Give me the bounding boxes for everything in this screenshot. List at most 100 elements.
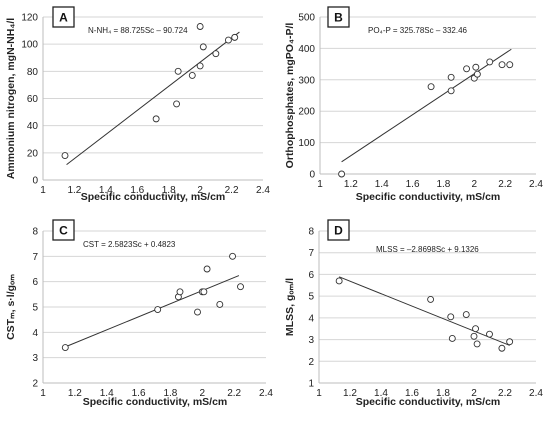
panel-d: 1 2 3 4 5 6 7 8 1 1.2 1.4 1.6 1.8 2 2.2 2.4 MLSS = –2.86… <box>284 219 543 408</box>
y-tick-label: 7 <box>308 248 314 259</box>
y-tick-label: 80 <box>27 67 39 78</box>
data-point <box>498 344 506 352</box>
y-tick-label: 120 <box>21 13 38 24</box>
x-tick-label: 1.2 <box>343 388 357 399</box>
y-tick-label: 6 <box>32 277 38 288</box>
y-tick-label: 1 <box>308 379 314 390</box>
data-point <box>448 335 456 342</box>
y-tick-label: 0 <box>32 176 38 187</box>
panel-a: 0 20 40 60 80 100 120 1 1.2 1.4 1.6 1.8 2 2.2 2.4 N-NH₄… <box>5 6 270 203</box>
data-point <box>473 340 481 348</box>
data-point <box>196 62 204 70</box>
trendline <box>338 276 510 346</box>
x-axis-label: Specific conductivity, mS/cm <box>356 396 501 408</box>
x-tick-label: 1.6 <box>130 185 144 196</box>
data-point <box>200 288 208 296</box>
x-tick-label: 1.2 <box>68 388 82 399</box>
data-point <box>447 87 455 95</box>
x-tick-label: 1.6 <box>132 388 146 399</box>
data-point <box>462 311 470 319</box>
x-tick-label: 2.4 <box>256 185 270 196</box>
data-point <box>224 36 232 44</box>
x-tick-label: 1.2 <box>344 179 358 190</box>
x-tick-label: 2.2 <box>227 388 241 399</box>
data-point <box>427 295 435 303</box>
data-point <box>486 330 493 338</box>
x-axis-label: Specific conductivity, mS/cm <box>356 191 501 203</box>
data-point <box>472 325 479 333</box>
y-axis-label: CSTₘ, s·l/gₒₘ <box>5 274 17 340</box>
x-tick-label: 2 <box>197 185 203 196</box>
data-point <box>486 58 494 66</box>
x-tick-label: 2 <box>200 388 206 399</box>
x-tick-label: 1.2 <box>67 185 81 196</box>
y-tick-label: 2 <box>308 357 314 368</box>
trendline <box>66 31 240 166</box>
panel-label: C <box>59 224 68 238</box>
x-tick-label: 1.4 <box>100 388 114 399</box>
x-tick-label: 2.2 <box>498 179 512 190</box>
panel-b: 0 100 200 300 400 500 1 1.2 1.4 1.6 1.8 2 2.2 2.4 PO₄-… <box>284 6 543 203</box>
data-point <box>473 70 481 78</box>
x-tick-label: 2.4 <box>529 388 543 399</box>
y-tick-label: 6 <box>308 270 314 281</box>
y-axis-label: Orthophosphates, mgPO₄-P/l <box>284 23 296 169</box>
data-point <box>506 338 514 346</box>
x-tick-label: 2.4 <box>529 179 543 190</box>
data-point <box>335 277 343 285</box>
trendline <box>65 275 240 348</box>
y-tick-label: 4 <box>308 313 314 324</box>
x-tick-label: 1 <box>40 185 46 196</box>
x-tick-label: 1.4 <box>375 179 389 190</box>
data-point <box>463 65 471 73</box>
data-point <box>152 115 160 123</box>
y-tick-label: 8 <box>32 227 38 238</box>
y-tick-label: 4 <box>32 328 38 339</box>
data-point <box>427 83 435 91</box>
panel-badge <box>52 6 75 28</box>
data-point <box>231 33 239 41</box>
data-point <box>194 308 201 316</box>
x-tick-label: 1 <box>40 388 46 399</box>
y-tick-label: 0 <box>309 170 315 181</box>
y-tick-label: 2 <box>32 379 38 390</box>
data-point <box>196 23 204 30</box>
y-tick-label: 3 <box>32 353 38 364</box>
x-tick-label: 2 <box>471 388 477 399</box>
x-tick-label: 1.4 <box>99 185 113 196</box>
y-tick-label: 3 <box>308 335 314 346</box>
y-tick-label: 40 <box>27 121 39 132</box>
data-point <box>237 283 244 291</box>
x-tick-label: 1.6 <box>405 388 419 399</box>
panel-label: B <box>334 11 343 25</box>
y-tick-label: 60 <box>27 94 39 105</box>
y-tick-label: 20 <box>27 148 39 159</box>
data-point <box>212 50 220 58</box>
x-tick-label: 1 <box>317 179 323 190</box>
data-point <box>173 100 181 108</box>
y-tick-label: 8 <box>308 227 314 238</box>
y-tick-label: 5 <box>308 292 314 303</box>
y-tick-label: 300 <box>298 75 315 86</box>
panel-badge <box>52 219 75 241</box>
data-point <box>61 344 69 351</box>
y-axis-label: Ammonium nitrogen, mgN-NH₄/l <box>5 18 17 179</box>
data-point <box>176 288 184 296</box>
data-point <box>229 252 237 260</box>
panel-label: A <box>59 11 68 25</box>
panel-badge <box>327 219 350 241</box>
x-tick-label: 1.8 <box>163 388 177 399</box>
y-tick-label: 7 <box>32 252 38 263</box>
data-point <box>447 73 455 81</box>
x-tick-label: 2.2 <box>225 185 239 196</box>
data-point <box>174 67 182 75</box>
data-point <box>216 301 224 308</box>
x-tick-label: 2 <box>472 179 478 190</box>
panel-badge <box>327 6 350 28</box>
panel-c: 2 3 4 5 6 7 8 1 1.2 1.4 1.6 1.8 2 2.2 2.4 CST = 2.5823S… <box>5 219 273 408</box>
regression-equation: MLSS = –2.8698Sc + 9.1326 <box>376 245 479 254</box>
y-tick-label: 200 <box>298 107 315 118</box>
data-point <box>203 265 211 273</box>
regression-equation: PO₄-P = 325.78Sc – 332.46 <box>368 26 468 35</box>
